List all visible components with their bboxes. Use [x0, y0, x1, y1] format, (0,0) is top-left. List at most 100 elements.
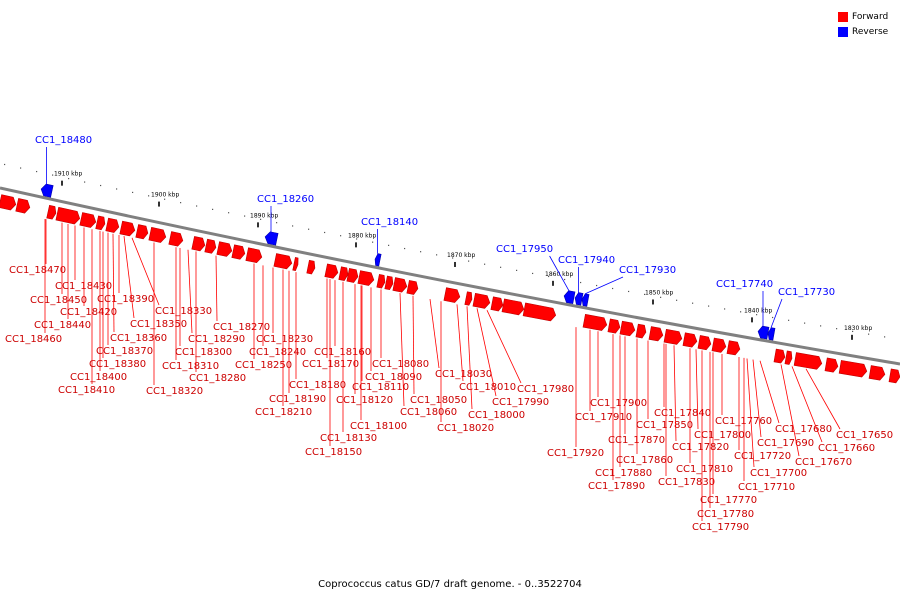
minor-tick-dot — [52, 174, 54, 176]
forward-gene-leader-line — [399, 293, 405, 407]
major-tick-mark — [751, 317, 753, 323]
forward-gene-arrow — [338, 266, 349, 281]
forward-gene-label: CC1_18230 — [256, 334, 313, 345]
forward-gene-label: CC1_18090 — [365, 372, 422, 383]
forward-gene-label: CC1_18210 — [255, 407, 312, 418]
forward-gene-label: CC1_17880 — [595, 468, 652, 479]
forward-gene-leader-line — [456, 304, 464, 382]
reverse-gene-arrow — [574, 292, 584, 306]
forward-gene-label: CC1_17990 — [492, 397, 549, 408]
forward-gene-arrow — [682, 332, 698, 348]
forward-gene-arrow — [231, 244, 246, 260]
reverse-gene-arrow — [767, 327, 776, 341]
forward-gene-label: CC1_17810 — [676, 464, 733, 475]
forward-gene-arrow — [168, 231, 184, 247]
minor-tick-dot — [4, 163, 6, 166]
forward-gene-arrow — [888, 368, 900, 384]
reverse-gene-label: CC1_18140 — [361, 217, 418, 228]
forward-gene-label: CC1_18380 — [89, 359, 146, 370]
forward-gene-leader-line — [752, 359, 762, 438]
forward-gene-label: CC1_17660 — [818, 443, 875, 454]
forward-gene-arrow — [619, 320, 636, 337]
forward-gene-label: CC1_17790 — [692, 522, 749, 533]
forward-gene-label: CC1_17680 — [775, 424, 832, 435]
minor-tick-dot — [212, 208, 214, 210]
forward-gene-label: CC1_18390 — [97, 294, 154, 305]
forward-gene-label: CC1_17910 — [575, 412, 632, 423]
minor-tick-dot — [244, 215, 246, 217]
forward-gene-label: CC1_17690 — [757, 438, 814, 449]
forward-gene-label: CC1_18460 — [5, 334, 62, 345]
reverse-gene-arrow — [581, 293, 590, 307]
forward-gene-leader-line — [412, 295, 415, 395]
forward-gene-leader-line — [215, 255, 218, 322]
forward-gene-arrow — [663, 328, 683, 345]
forward-gene-arrow — [46, 204, 57, 220]
forward-gene-label: CC1_18370 — [96, 346, 153, 357]
forward-gene-arrow — [522, 302, 557, 322]
forward-gene-arrow — [148, 226, 167, 243]
minor-tick-dot — [100, 184, 102, 187]
forward-gene-arrow — [838, 360, 868, 378]
minor-tick-dot — [628, 290, 630, 293]
forward-gene-label: CC1_18180 — [289, 380, 346, 391]
reverse-gene-arrow — [264, 231, 279, 246]
forward-gene-leader-line — [429, 299, 440, 369]
forward-gene-label: CC1_17770 — [700, 495, 757, 506]
minor-tick-dot — [356, 238, 358, 240]
forward-gene-leader-line — [695, 349, 699, 430]
minor-tick-dot — [564, 278, 566, 281]
minor-tick-dot — [196, 205, 198, 207]
forward-gene-arrow — [135, 224, 149, 240]
forward-gene-arrow — [245, 247, 263, 264]
forward-gene-label: CC1_17760 — [715, 416, 772, 427]
forward-gene-leader-line — [780, 364, 800, 457]
forward-gene-arrow — [490, 296, 504, 312]
forward-gene-leader-line — [805, 368, 841, 430]
forward-gene-label: CC1_17850 — [636, 420, 693, 431]
forward-gene-arrow — [384, 275, 394, 291]
minor-tick-dot — [804, 322, 806, 324]
forward-gene-label: CC1_18060 — [400, 407, 457, 418]
forward-gene-arrow — [784, 350, 793, 365]
forward-gene-label: CC1_17840 — [654, 408, 711, 419]
minor-tick-dot — [292, 225, 294, 227]
forward-gene-label: CC1_18010 — [459, 382, 516, 393]
minor-tick-dot — [820, 325, 822, 327]
tick-label: 1900 kbp — [151, 192, 179, 199]
reverse-gene-labels: CC1_18480 CC1_18260 CC1_18140 CC1_17950 CC1_… — [35, 135, 835, 328]
forward-gene-label: CC1_18190 — [269, 394, 326, 405]
tick-label: 1880 kbp — [348, 232, 376, 239]
forward-gene-label: CC1_18430 — [55, 281, 112, 292]
forward-gene-label: CC1_18410 — [58, 385, 115, 396]
forward-gene-arrow — [868, 365, 886, 381]
forward-gene-label: CC1_18170 — [302, 359, 359, 370]
major-tick-mark — [158, 201, 160, 207]
forward-gene-label: CC1_18050 — [410, 395, 467, 406]
forward-gene-label: CC1_17870 — [608, 435, 665, 446]
forward-gene-leader-line — [131, 237, 160, 306]
reverse-gene-label: CC1_17950 — [496, 244, 553, 255]
forward-gene-label: CC1_17860 — [616, 455, 673, 466]
forward-genes — [0, 194, 900, 384]
minor-tick-dot — [372, 241, 374, 243]
forward-gene-arrow — [292, 257, 299, 272]
forward-gene-label: CC1_18080 — [372, 359, 429, 370]
major-tick-mark — [552, 280, 554, 286]
reverse-gene-leader-line — [549, 255, 570, 292]
forward-gene-label: CC1_18250 — [235, 360, 292, 371]
forward-gene-arrow — [464, 291, 473, 306]
forward-gene-label: CC1_17720 — [734, 451, 791, 462]
minor-tick-dot — [452, 257, 454, 259]
tick-label: 1830 kbp — [844, 325, 872, 332]
legend-label-forward: Forward — [852, 11, 889, 22]
minor-tick-dot — [596, 284, 598, 287]
minor-tick-dot — [676, 299, 678, 301]
major-tick-mark — [851, 334, 853, 340]
minor-tick-dot — [468, 260, 470, 262]
minor-tick-dot — [308, 228, 310, 230]
forward-gene-arrow — [607, 318, 621, 334]
minor-tick-dot — [836, 328, 838, 330]
minor-tick-dot — [276, 222, 278, 224]
